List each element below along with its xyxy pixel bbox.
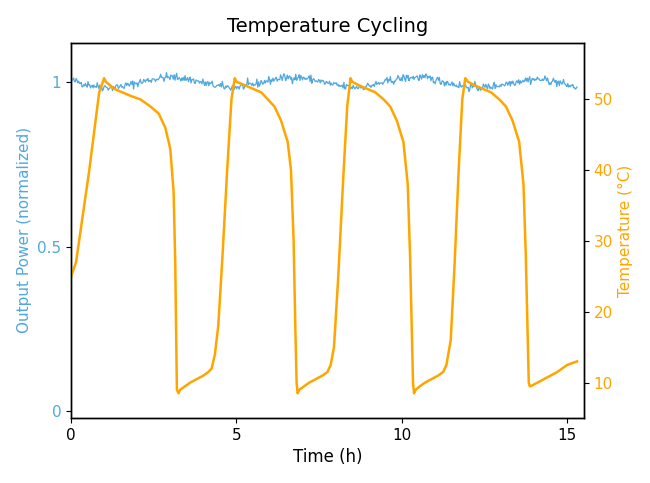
X-axis label: Time (h): Time (h)	[292, 448, 362, 466]
Title: Temperature Cycling: Temperature Cycling	[227, 17, 428, 36]
Y-axis label: Temperature (°C): Temperature (°C)	[618, 164, 633, 297]
Y-axis label: Output Power (normalized): Output Power (normalized)	[17, 128, 32, 333]
